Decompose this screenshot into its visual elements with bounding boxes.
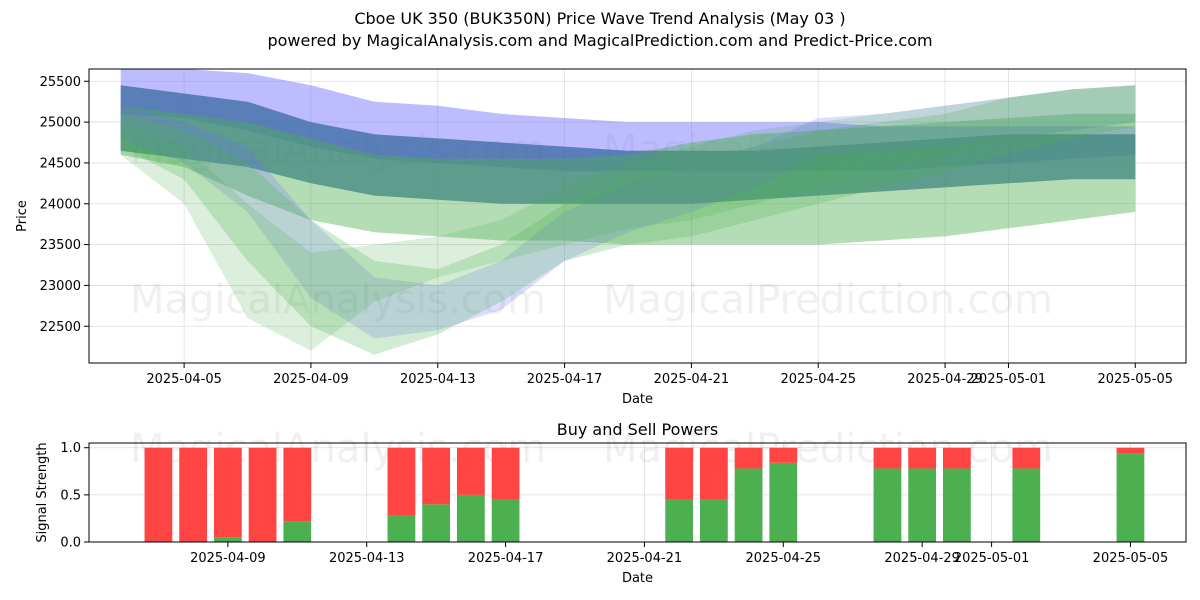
buy-bar: [873, 468, 902, 542]
sell-bar: [248, 447, 277, 542]
y-tick-label: 0.0: [60, 536, 81, 551]
sell-bar: [283, 447, 312, 522]
trend-band: [120, 85, 1136, 351]
buy-sell-panel: 0.0 0.5 1.0 2025-04-09 2025-04-13 2025-04-17 2…: [35, 420, 1187, 586]
buy-bar: [769, 462, 798, 542]
buy-bar: [283, 521, 312, 542]
sell-bar: [491, 447, 520, 500]
buy-bar: [908, 468, 937, 542]
sell-bar: [769, 447, 798, 463]
chart-title: Cboe UK 350 (BUK350N) Price Wave Trend A…: [354, 9, 846, 28]
buy-bar: [665, 499, 694, 542]
x-tick-label: 2025-04-13: [400, 372, 476, 387]
x-tick-label: 2025-04-25: [780, 372, 856, 387]
y-axis-title: Signal Strength: [35, 442, 50, 542]
x-tick-label: 2025-04-09: [190, 551, 266, 566]
y-tick-label: 0.5: [60, 488, 81, 503]
plot-frame: [88, 442, 1187, 543]
y-tick-label: 24500: [40, 156, 81, 171]
sell-bar: [456, 447, 485, 495]
x-tick-label: 2025-04-29: [907, 372, 983, 387]
y-tick-label: 23500: [40, 238, 81, 253]
sell-bar: [422, 447, 451, 505]
buy-bar: [699, 499, 728, 542]
x-tick-label: 2025-05-01: [971, 372, 1047, 387]
sell-bar: [908, 447, 937, 469]
y-tick-label: 25500: [40, 75, 81, 90]
x-tick-label: 2025-04-05: [146, 372, 222, 387]
x-tick-label: 2025-05-05: [1097, 372, 1173, 387]
sell-bar: [665, 447, 694, 500]
chart-subtitle: powered by MagicalAnalysis.com and Magic…: [267, 31, 933, 50]
buy-bar: [734, 468, 763, 542]
x-axis-title: Date: [622, 571, 653, 586]
sell-bar: [179, 447, 208, 542]
x-tick-label: 2025-04-29: [884, 551, 960, 566]
sell-bar: [873, 447, 902, 469]
y-tick-label: 24000: [40, 197, 81, 212]
y-tick-label: 25000: [40, 116, 81, 131]
x-tick-label: 2025-05-01: [954, 551, 1030, 566]
buy-bar: [1012, 468, 1041, 542]
sell-bar: [699, 447, 728, 500]
x-tick-label: 2025-04-13: [329, 551, 405, 566]
chart-titles: Cboe UK 350 (BUK350N) Price Wave Trend A…: [0, 8, 1200, 52]
price-wave-panel: 22500 23000 23500 24000 24500 25000 25500 2025-…: [15, 68, 1187, 407]
trend-band: [120, 85, 1136, 355]
sell-bar: [1012, 447, 1041, 469]
y-tick-label: 23000: [40, 279, 81, 294]
x-tick-label: 2025-04-21: [607, 551, 683, 566]
trend-band: [120, 85, 1136, 204]
sell-bar: [387, 447, 416, 516]
x-tick-label: 2025-04-21: [654, 372, 730, 387]
x-tick-label: 2025-04-17: [527, 372, 603, 387]
x-tick-label: 2025-05-05: [1093, 551, 1169, 566]
sell-bar: [942, 447, 971, 469]
x-tick-label: 2025-04-25: [746, 551, 822, 566]
buy-bar: [387, 515, 416, 542]
buy-bar: [491, 499, 520, 542]
x-tick-label: 2025-04-09: [273, 372, 349, 387]
y-tick-label: 22500: [40, 320, 81, 335]
y-axis-title: Price: [15, 200, 30, 232]
trend-band: [120, 105, 1136, 245]
sell-bar: [734, 447, 763, 469]
watermark-text: MagicalPrediction.com: [603, 277, 1053, 323]
trend-band: [120, 85, 1136, 339]
buy-bar: [213, 537, 242, 542]
sell-bar: [1116, 447, 1145, 454]
x-axis-title: Date: [622, 392, 653, 407]
sell-bar: [144, 447, 173, 542]
y-tick-label: 1.0: [60, 441, 81, 456]
subplot-title: Buy and Sell Powers: [557, 420, 719, 439]
buy-bar: [456, 494, 485, 542]
buy-bar: [422, 504, 451, 542]
watermark-text: MagicalAnalysis.com: [130, 277, 546, 323]
x-tick-label: 2025-04-17: [468, 551, 544, 566]
buy-bar: [1116, 453, 1145, 542]
buy-bar: [942, 468, 971, 542]
sell-bar: [213, 447, 242, 538]
plot-frame: [88, 68, 1187, 364]
